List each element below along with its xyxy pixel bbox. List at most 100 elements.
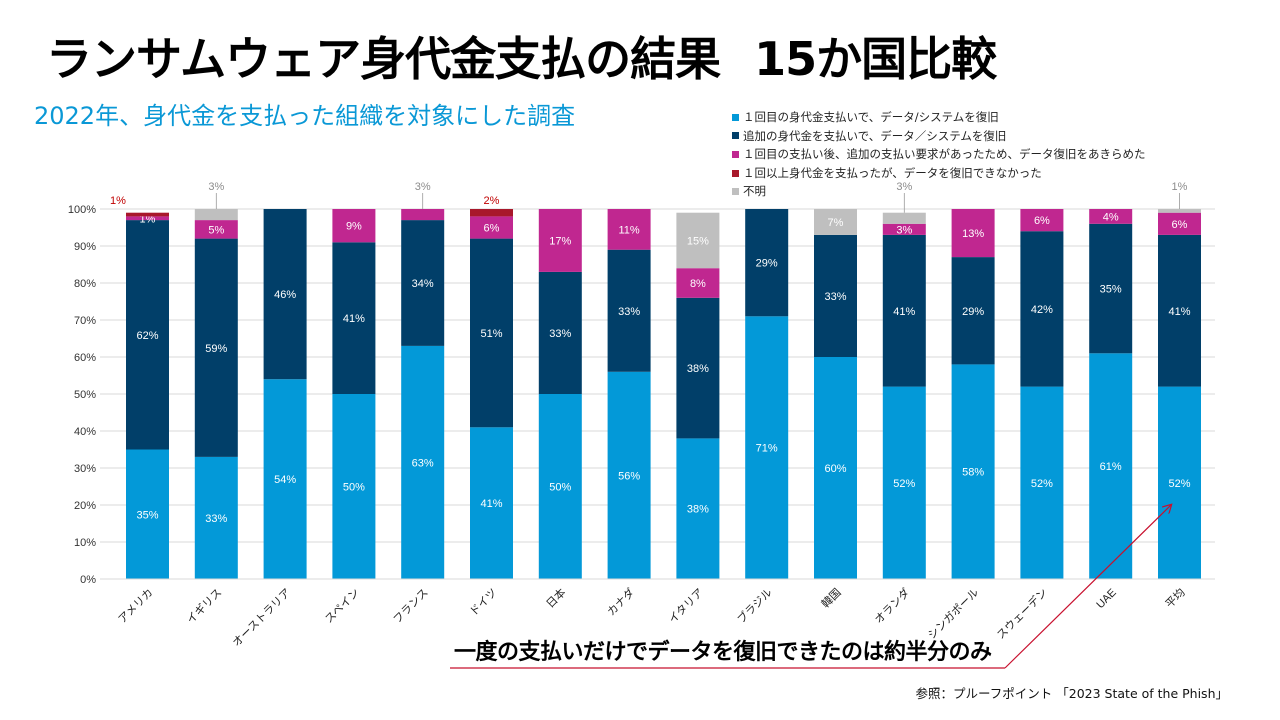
subtitle: 2022年、身代金を支払った組織を対象にした調査	[34, 102, 576, 130]
bar-segment	[1089, 223, 1133, 354]
data-label: 38%	[687, 363, 709, 375]
data-label: 15%	[687, 235, 709, 247]
data-label: 60%	[824, 463, 846, 475]
y-tick-label: 80%	[74, 278, 96, 290]
legend-item-first-payment-recovered: １回目の身代金支払いで、データ/システムを復旧	[732, 108, 1146, 127]
y-tick-label: 30%	[74, 463, 96, 475]
bar-segment	[470, 209, 513, 217]
data-label: 4%	[1103, 211, 1119, 223]
data-label: 61%	[1100, 461, 1122, 473]
data-label: 6%	[1034, 215, 1050, 227]
bar-segment	[401, 345, 445, 579]
data-label: 13%	[962, 228, 984, 240]
bar-segment	[676, 268, 720, 298]
data-label: 3%	[896, 224, 912, 236]
bar-segment	[814, 209, 857, 235]
data-label: 62%	[136, 330, 158, 342]
bar-segment	[951, 364, 995, 579]
bar-segment	[745, 316, 789, 579]
bar-segment	[332, 242, 376, 394]
data-label: 3%	[415, 181, 431, 193]
bar-segment	[676, 438, 720, 579]
data-label: 33%	[549, 328, 571, 340]
data-label: 52%	[1031, 478, 1053, 490]
bar-segment	[814, 357, 857, 579]
x-tick-label: 平均	[1163, 586, 1188, 611]
bar-segment	[126, 216, 169, 221]
data-label: 1%	[1172, 181, 1188, 193]
legend-item-not-recovered: １回以上身代金を支払ったが、データを復旧できなかった	[732, 164, 1146, 183]
data-label: 6%	[1172, 219, 1188, 231]
data-label: 46%	[274, 289, 296, 301]
data-label: 7%	[828, 217, 844, 229]
bar-segment	[882, 386, 926, 579]
x-tick-label: イギリス	[184, 586, 224, 626]
bar-segment	[1158, 209, 1201, 213]
bar-segment	[538, 209, 582, 272]
data-label: 34%	[412, 278, 434, 290]
x-tick-label: アメリカ	[116, 586, 156, 626]
bar-segment	[882, 234, 926, 387]
bar-segment	[401, 209, 445, 221]
bar-segment	[263, 209, 307, 380]
bar-segment	[194, 238, 238, 457]
legend-swatch	[732, 113, 739, 121]
x-tick-label: ブラジル	[734, 585, 775, 626]
data-label: 1%	[110, 195, 126, 207]
data-label: 50%	[549, 482, 571, 494]
data-label: 33%	[618, 306, 640, 318]
legend-item-additional-payment-recovered: 追加の身代金を支払いで、データ／システムを復旧	[732, 127, 1146, 146]
data-label: 8%	[690, 278, 706, 290]
bar-segment	[951, 257, 995, 365]
bar-segment	[1020, 209, 1064, 232]
x-tick-label: イタリア	[666, 586, 706, 626]
bar-segment	[332, 209, 376, 243]
y-tick-label: 40%	[74, 426, 96, 438]
x-tick-label: シンガポール	[925, 586, 981, 642]
data-label: 33%	[205, 513, 227, 525]
bar-segment	[951, 209, 995, 258]
data-label: 54%	[274, 474, 296, 486]
bar-segment	[126, 449, 169, 579]
bar-segment	[470, 216, 513, 239]
bar-segment	[194, 209, 238, 221]
data-label: 59%	[205, 343, 227, 355]
x-tick-label: ドイツ	[468, 587, 500, 619]
y-tick-label: 0%	[80, 574, 96, 586]
legend-label: １回以上身代金を支払ったが、データを復旧できなかった	[743, 165, 1042, 180]
y-tick-label: 10%	[74, 537, 96, 549]
y-tick-label: 100%	[68, 204, 96, 216]
x-tick-label: オランダ	[871, 585, 912, 626]
data-label: 41%	[343, 313, 365, 325]
data-label: 2%	[484, 195, 500, 207]
data-label: 11%	[618, 224, 639, 236]
legend-label: １回目の身代金支払いで、データ/システムを復旧	[743, 110, 999, 124]
bar-segment	[401, 220, 445, 346]
title-suffix: 15か国比較	[754, 32, 997, 86]
bar-segment	[1020, 386, 1064, 579]
data-label: 41%	[1168, 306, 1190, 318]
source-citation: 参照：プルーフポイント 「2023 State of the Phish」	[915, 686, 1228, 701]
data-label: 29%	[756, 258, 778, 270]
data-label: 9%	[346, 221, 362, 233]
bar-segment	[607, 249, 651, 372]
y-tick-label: 90%	[74, 241, 96, 253]
x-tick-label: スウェーデン	[993, 585, 1050, 642]
data-label: 50%	[343, 482, 365, 494]
bar-segment	[263, 379, 307, 579]
y-tick-label: 20%	[74, 500, 96, 512]
bar-segment	[1158, 212, 1201, 235]
x-tick-label: UAE	[1094, 587, 1118, 611]
legend-item-unknown: 不明	[732, 182, 1146, 201]
bar-segment	[332, 394, 376, 579]
bar-segment	[194, 220, 238, 239]
x-tick-label: スペイン	[323, 587, 362, 626]
bar-segment	[745, 209, 789, 317]
x-tick-label: カナダ	[604, 585, 637, 618]
data-label: 56%	[618, 470, 640, 482]
bar-segment	[882, 223, 926, 235]
data-label: 58%	[962, 467, 984, 479]
data-label: 35%	[1100, 284, 1122, 296]
callout-text: 一度の支払いだけでデータを復旧できたのは約半分のみ	[454, 640, 992, 665]
